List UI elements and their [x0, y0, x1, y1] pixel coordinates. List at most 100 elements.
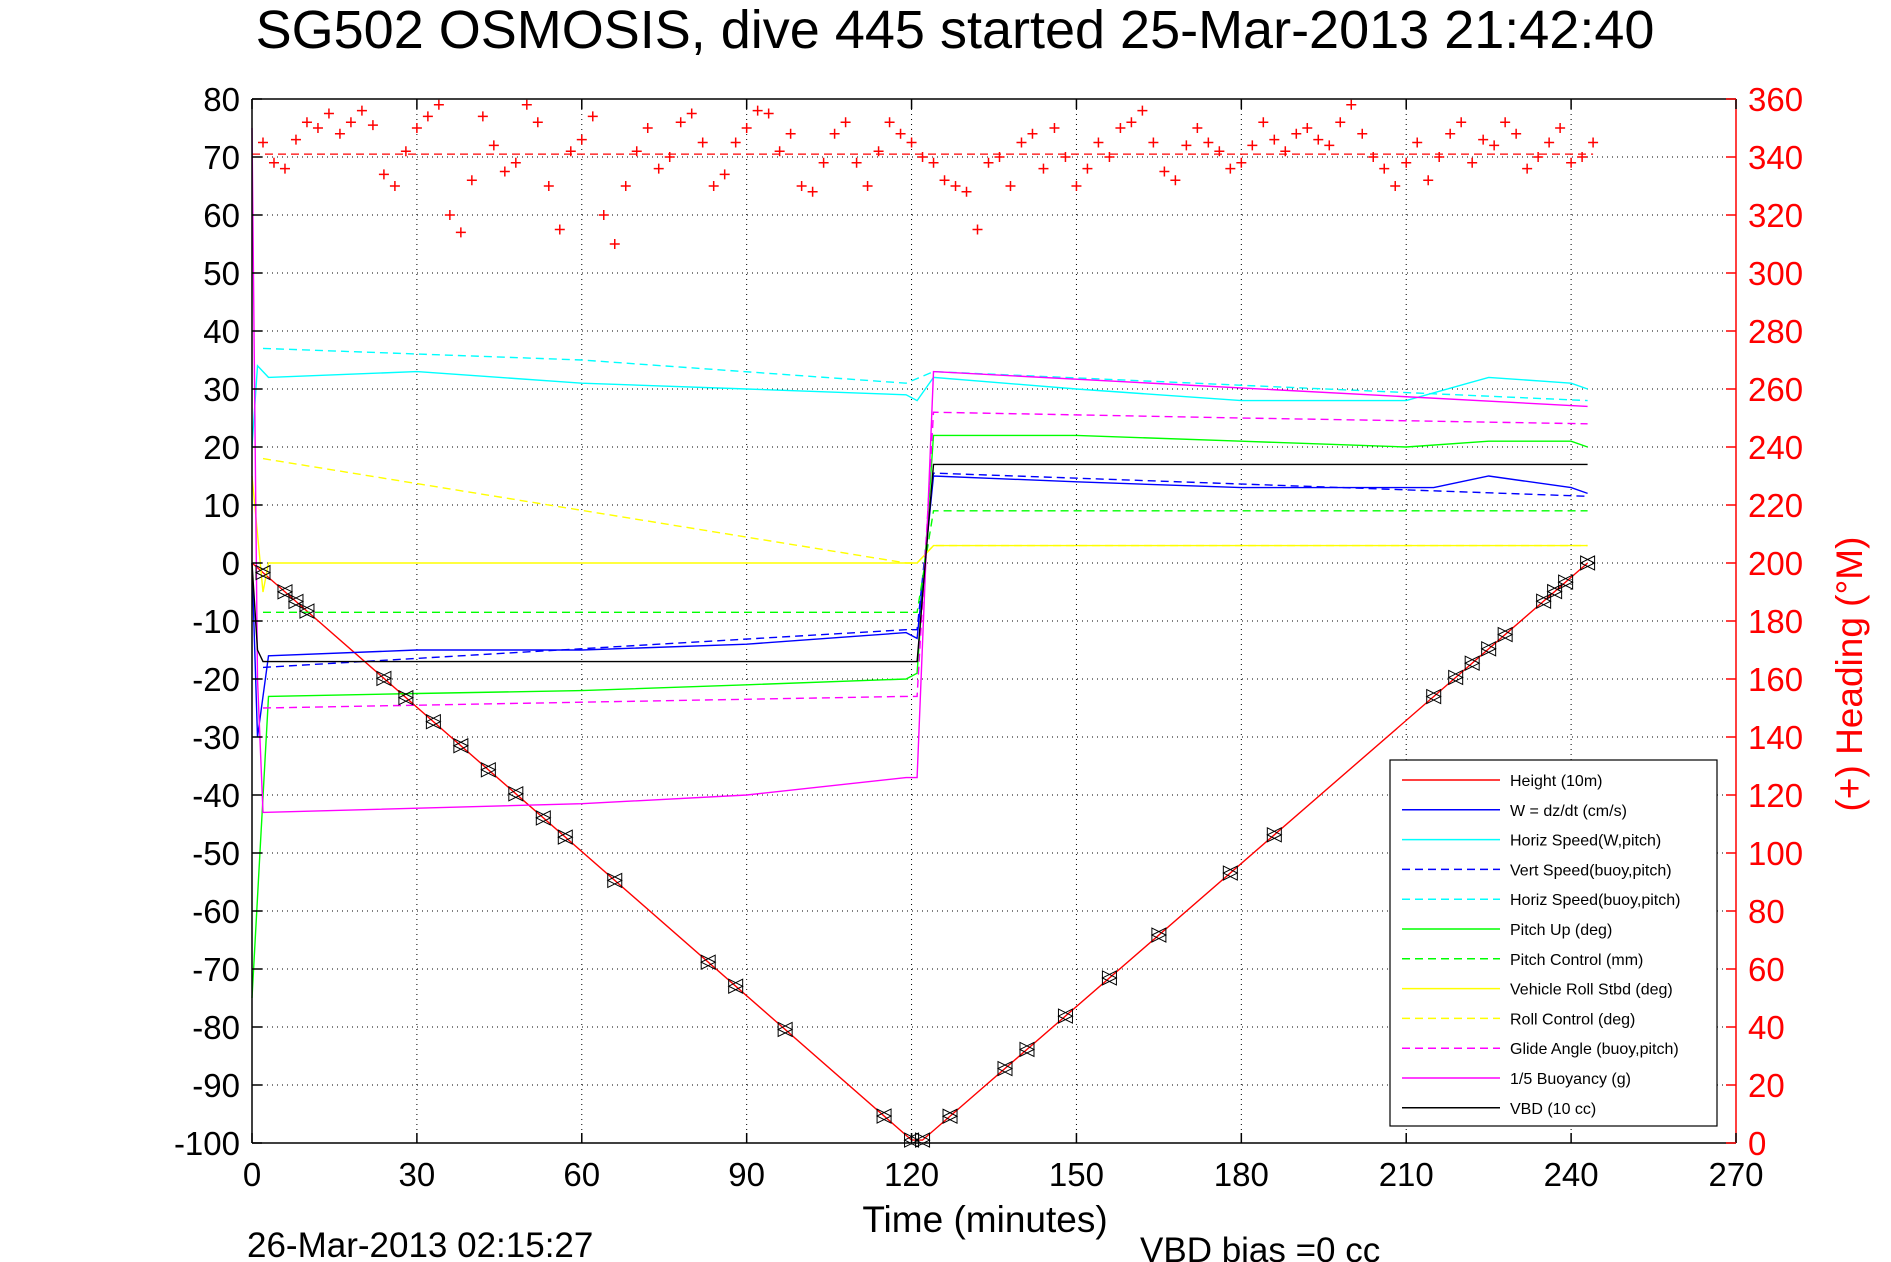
- heading-point: [532, 117, 543, 128]
- heading-point: [312, 123, 323, 133]
- y-tick-label: -90: [192, 1067, 240, 1104]
- y-tick-label: 40: [203, 313, 240, 350]
- legend-label: Pitch Up (deg): [1510, 922, 1612, 939]
- heading-point: [1071, 181, 1082, 191]
- y-tick-label: -20: [192, 661, 240, 698]
- heading-point: [939, 175, 950, 186]
- heading-point: [1379, 163, 1390, 174]
- heading-point: [1500, 117, 1511, 128]
- depth-marker: [1579, 555, 1596, 571]
- heading-point: [1005, 181, 1016, 191]
- depth-marker: [941, 1108, 959, 1125]
- heading-point: [664, 152, 675, 162]
- series-line-6: [263, 510, 1588, 613]
- heading-point: [1423, 175, 1434, 186]
- heading-point: [554, 224, 565, 235]
- x-axis-ticks: 0 30 60 90 120 150 180 210 240 270: [243, 99, 1764, 1193]
- series-line-11: [251, 463, 1588, 663]
- heading-point: [1390, 181, 1401, 191]
- depth-marker: [1497, 626, 1514, 643]
- heading-point: [862, 181, 873, 191]
- series-line-3: [262, 472, 1588, 669]
- legend-label: Vert Speed(buoy,pitch): [1510, 862, 1672, 879]
- depth-marker: [1222, 865, 1239, 881]
- depth-marker: [1535, 593, 1552, 609]
- depth-marker: [1480, 641, 1497, 657]
- heading-point: [917, 152, 928, 162]
- depth-marker: [1557, 574, 1574, 590]
- heading-point: [972, 224, 983, 235]
- heading-point: [1049, 123, 1060, 133]
- x-tick-label: 0: [243, 1156, 261, 1193]
- footer-timestamp: 26-Mar-2013 02:15:27: [247, 1226, 593, 1262]
- depth-marker: [480, 761, 497, 778]
- depth-marker: [276, 584, 294, 600]
- y-tick-label: -100: [174, 1125, 240, 1162]
- depth-marker: [375, 670, 393, 687]
- right-tick-label: 60: [1748, 951, 1785, 988]
- depth-marker: [996, 1060, 1014, 1077]
- series-layer: [251, 99, 1599, 1141]
- y-tick-label: 0: [222, 545, 240, 582]
- heading-point: [1137, 105, 1148, 116]
- legend-label: 1/5 Buoyancy (g): [1510, 1071, 1631, 1088]
- heading-point: [356, 105, 367, 116]
- depth-marker: [557, 829, 574, 845]
- heading-point: [1225, 163, 1236, 174]
- heading-point: [1489, 140, 1500, 151]
- right-tick-label: 20: [1748, 1067, 1785, 1104]
- heading-point: [730, 137, 741, 148]
- heading-point: [587, 111, 598, 122]
- heading-point: [1082, 163, 1093, 174]
- heading-point: [510, 157, 521, 168]
- heading-point: [796, 181, 807, 191]
- series-line-10: [251, 127, 1588, 814]
- y-tick-label: 50: [203, 255, 240, 292]
- heading-point: [521, 99, 532, 110]
- depth-marker: [1425, 688, 1442, 705]
- heading-point: [345, 117, 356, 128]
- heading-point: [1324, 140, 1335, 151]
- depth-marker: [397, 689, 415, 706]
- legend-label: Height (10m): [1510, 773, 1602, 790]
- heading-point: [400, 146, 411, 157]
- heading-point: [807, 186, 818, 197]
- heading-point: [1148, 137, 1159, 148]
- legend-label: W = dz/dt (cm/s): [1510, 803, 1627, 820]
- right-tick-label: 0: [1748, 1125, 1766, 1162]
- heading-point: [422, 111, 433, 122]
- series-line-9: [262, 411, 1588, 709]
- vbd-bias-note: VBD bias =0 cc: [1140, 1231, 1380, 1262]
- heading-point: [411, 123, 422, 133]
- legend-label: VBD (10 cc): [1510, 1101, 1596, 1118]
- depth-marker: [298, 603, 316, 619]
- heading-point: [1522, 163, 1533, 174]
- heading-point: [323, 108, 334, 119]
- heading-point: [961, 186, 972, 197]
- heading-point: [873, 146, 884, 157]
- heading-point: [642, 123, 653, 133]
- legend-box: [1389, 759, 1718, 1127]
- heading-point: [1555, 123, 1566, 133]
- heading-point: [1236, 157, 1247, 168]
- legend-label: Horiz Speed(buoy,pitch): [1510, 892, 1680, 909]
- heading-point: [1060, 152, 1071, 162]
- heading-point: [620, 181, 631, 191]
- heading-point: [477, 111, 488, 122]
- heading-point: [367, 120, 378, 131]
- heading-point: [444, 210, 455, 220]
- heading-point: [1170, 175, 1181, 186]
- heading-point: [1335, 117, 1346, 128]
- depth-marker: [1546, 583, 1563, 600]
- heading-point: [1401, 157, 1412, 168]
- depth-marker: [1101, 970, 1118, 986]
- x-tick-label: 150: [1049, 1156, 1104, 1193]
- x-tick-label: 60: [563, 1156, 600, 1193]
- heading-point: [1478, 134, 1489, 145]
- depth-marker: [1447, 669, 1464, 686]
- right-tick-label: 360: [1748, 81, 1803, 118]
- right-tick-label: 140: [1748, 719, 1803, 756]
- heading-point: [1126, 117, 1137, 128]
- heading-point: [455, 227, 466, 238]
- heading-point: [1412, 137, 1423, 148]
